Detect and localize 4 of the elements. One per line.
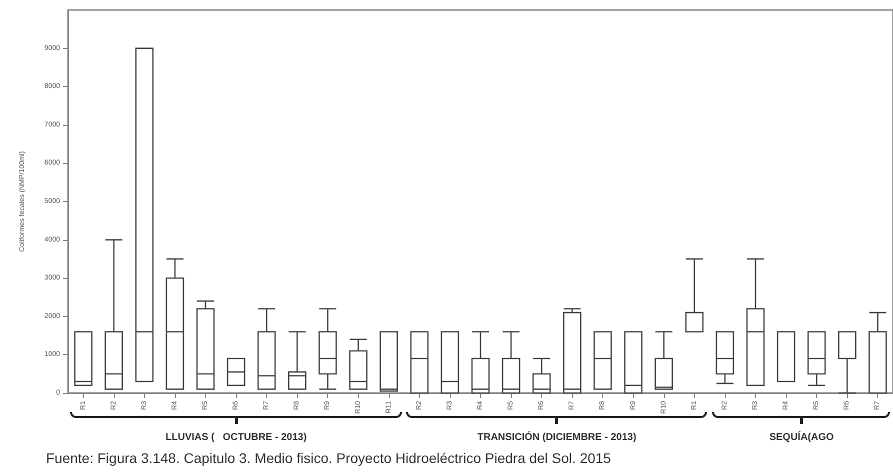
text: SEQUÍA(AGO: [769, 432, 834, 443]
text: LLUVIAS ( OCTUBRE - 2013): [166, 432, 307, 443]
text: TRANSICIÓN (DICIEMBRE - 2013): [477, 432, 636, 443]
source-note: Fuente: Figura 3.148. Capitulo 3. Medio fisico. Proyecto Hidroeléctrico Piedra del Sol. 2015: [46, 450, 611, 466]
